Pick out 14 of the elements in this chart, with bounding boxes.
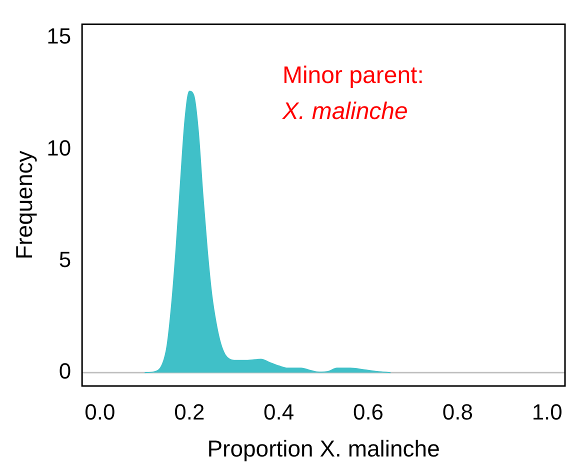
x-axis-title: Proportion X. malinche xyxy=(207,436,440,462)
annotation: X. malinche xyxy=(281,98,408,125)
y-tick-label: 15 xyxy=(46,24,72,49)
x-tick-label: 0.0 xyxy=(84,399,116,424)
x-tick-label: 0.6 xyxy=(352,399,384,424)
y-tick-label: 0 xyxy=(58,358,72,384)
x-tick-label: 0.4 xyxy=(264,399,294,424)
y-tick-label: 5 xyxy=(58,246,72,272)
y-axis-title: Frequency xyxy=(11,150,38,260)
x-tick-label: 0.8 xyxy=(442,399,473,424)
x-tick-label: 1.0 xyxy=(532,399,562,424)
x-tick-label: 0.2 xyxy=(174,399,205,424)
annotation: Minor parent: xyxy=(282,62,424,89)
y-tick-label: 10 xyxy=(46,135,72,160)
